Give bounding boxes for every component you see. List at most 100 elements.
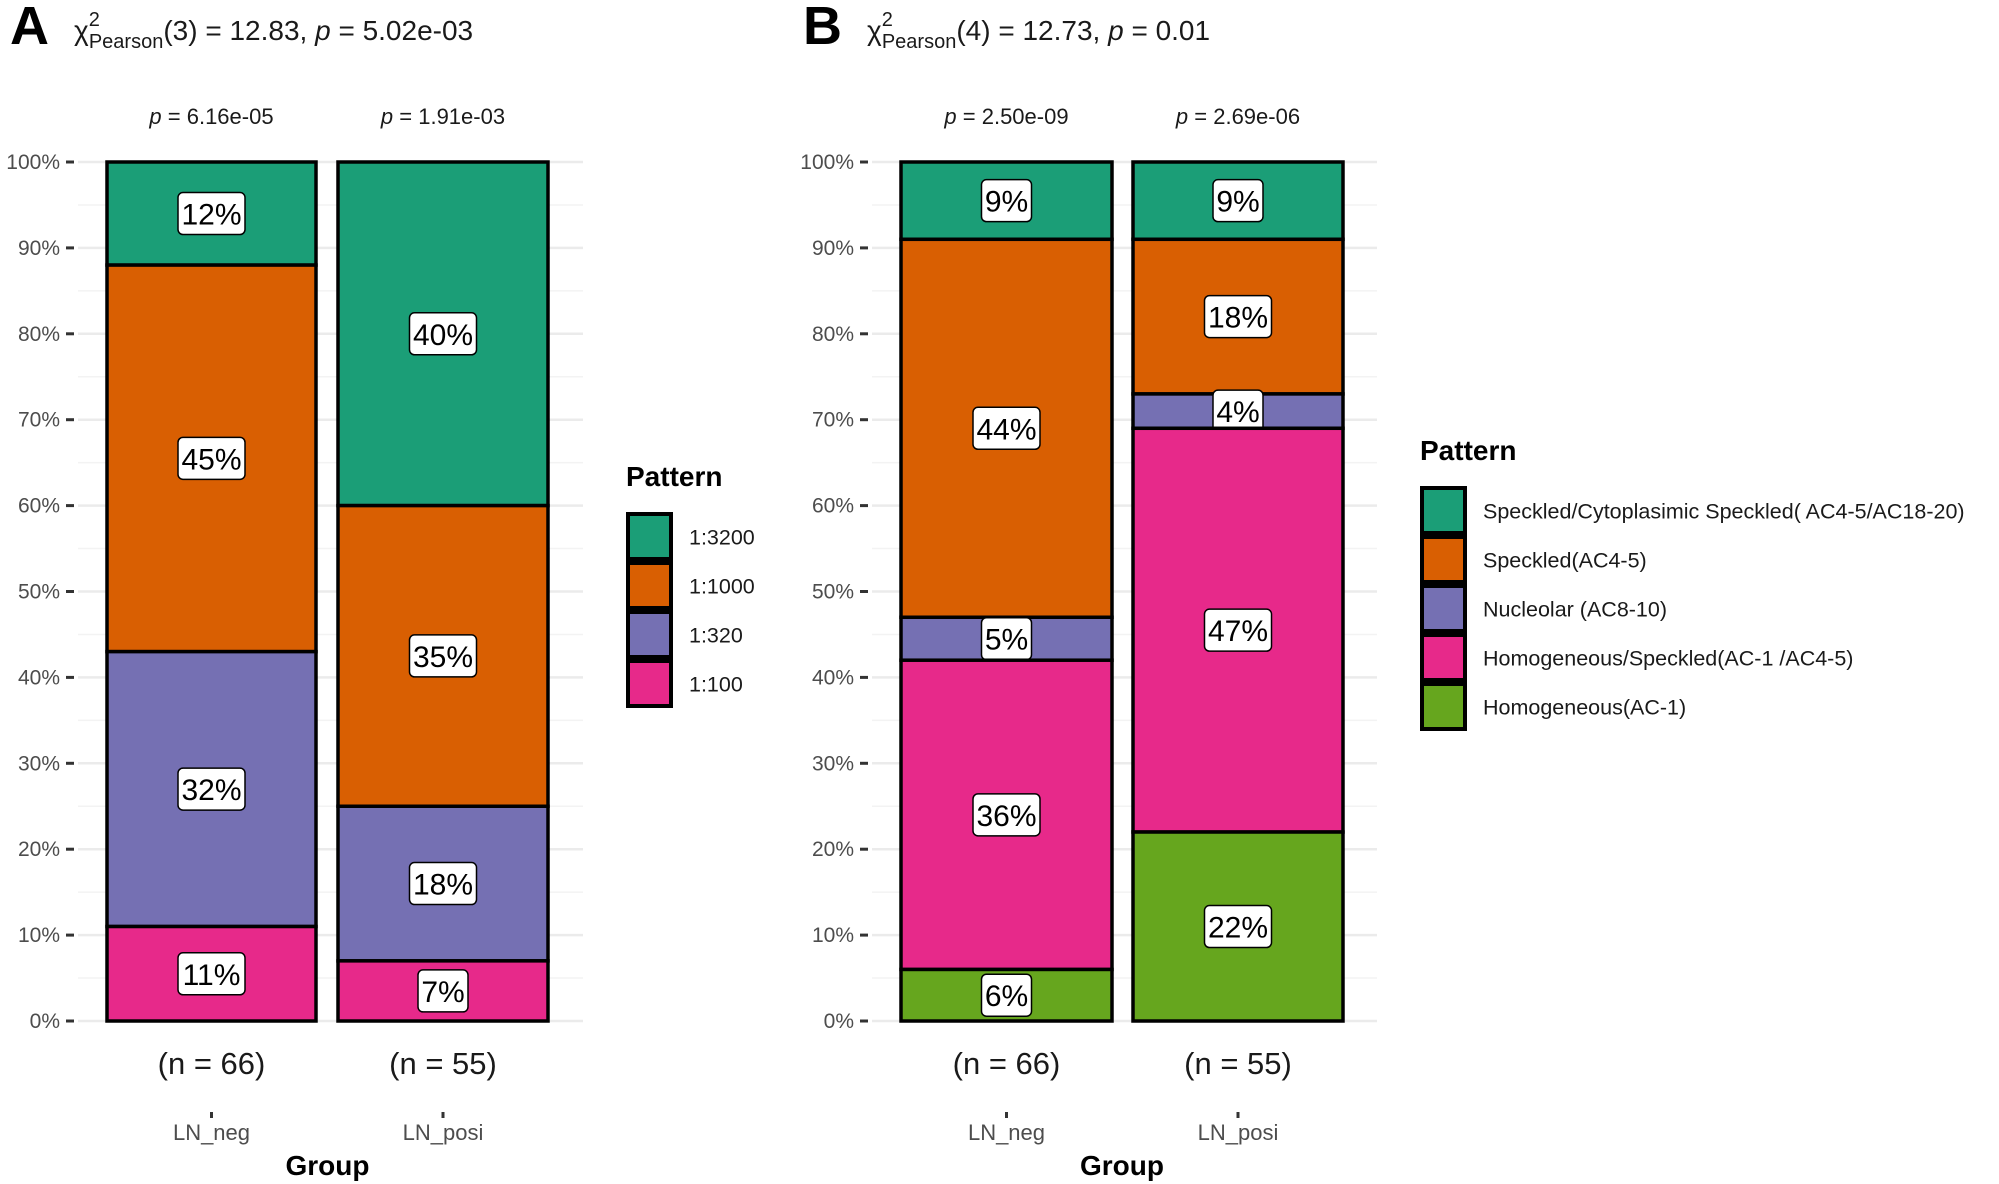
legend-swatch: [626, 561, 673, 610]
legend-swatch: [626, 659, 673, 708]
data-label-box: [177, 952, 246, 996]
data-label-box: [177, 436, 246, 481]
bar-segment: [899, 160, 1114, 242]
data-label: 12%: [181, 199, 241, 232]
data-label-box: [417, 969, 469, 1013]
y-tick-label: 20%: [812, 838, 854, 861]
chi-superscript: 2: [89, 9, 100, 31]
legend-item: Homogeneous(AC-1): [1483, 696, 1686, 720]
data-label-box: [408, 634, 478, 678]
bar-p-value: p = 6.16e-05: [148, 104, 273, 129]
subtitle-p: p: [1107, 15, 1124, 46]
n-label: (n = 55): [389, 1046, 497, 1081]
legend-item: Homogeneous/Speckled(AC-1 /AC4-5): [1483, 647, 1853, 671]
subtitle-p-value: = 5.02e-03: [331, 15, 473, 46]
data-label-box: [177, 191, 246, 236]
y-tick-label: 60%: [18, 495, 60, 518]
data-label-box: [972, 793, 1041, 837]
legend-title: Pattern: [626, 461, 722, 492]
y-tick-label: 30%: [18, 752, 60, 775]
legend-item: 1:320: [689, 624, 743, 648]
legend-swatch: [1420, 633, 1467, 682]
subtitle-p-value: = 0.01: [1124, 15, 1210, 46]
data-label-box: [1212, 178, 1264, 223]
chi-subscript: Pearson: [882, 31, 957, 53]
data-label: 7%: [421, 976, 464, 1009]
legend-item: Speckled(AC4-5): [1483, 549, 1647, 573]
p-value: = 2.50e-09: [957, 104, 1069, 129]
y-tick-label: 100%: [800, 151, 854, 174]
chart-subtitle: χ2 Pearson(4) = 12.73, p = 0.01: [867, 9, 1210, 53]
y-tick-label: 70%: [812, 409, 854, 432]
legend-item: 1:3200: [689, 526, 755, 550]
x-tick-label: LN_posi: [1198, 1120, 1279, 1145]
legend-swatch: [1420, 535, 1467, 584]
n-label: (n = 66): [158, 1046, 266, 1081]
data-label-box: [1203, 294, 1273, 339]
x-axis-title: Group: [1080, 1150, 1164, 1181]
data-label-box: [177, 767, 246, 811]
y-tick-label: 80%: [812, 323, 854, 346]
bar-segment: [1131, 830, 1345, 1023]
subtitle-stat: (3) = 12.83,: [163, 15, 315, 46]
y-tick-label: 50%: [18, 581, 60, 604]
n-label: (n = 66): [953, 1046, 1061, 1081]
y-tick-label: 60%: [812, 495, 854, 518]
legend-swatch: [626, 512, 673, 561]
bar-p-value: p = 2.69e-06: [1175, 104, 1300, 129]
chi-symbol: χ: [74, 15, 89, 46]
subtitle-stat: (4) = 12.73,: [956, 15, 1108, 46]
x-tick-label: LN_posi: [403, 1120, 484, 1145]
data-label-box: [1203, 904, 1273, 949]
y-tick-label: 40%: [812, 666, 854, 689]
data-label: 5%: [985, 624, 1028, 657]
y-tick-label: 90%: [18, 237, 60, 260]
y-tick-label: 90%: [812, 237, 854, 260]
data-label: 9%: [1216, 186, 1259, 219]
data-label: 22%: [1208, 912, 1268, 945]
n-label: (n = 55): [1184, 1046, 1292, 1081]
legend: Pattern Speckled/Cytoplasimic Speckled( A…: [1420, 435, 1965, 731]
data-label: 35%: [413, 641, 473, 674]
data-label-box: [980, 973, 1033, 1017]
data-label-box: [1203, 608, 1273, 652]
y-tick-label: 50%: [812, 581, 854, 604]
y-tick-label: 100%: [6, 151, 60, 174]
chi-symbol: χ: [867, 15, 882, 46]
data-label: 40%: [413, 319, 473, 352]
legend-swatch: [1420, 682, 1467, 731]
data-label: 18%: [1208, 302, 1268, 335]
y-tick-label: 10%: [18, 924, 60, 947]
x-tick-label: LN_neg: [968, 1120, 1045, 1145]
data-label: 44%: [976, 413, 1036, 446]
y-tick-label: 20%: [18, 838, 60, 861]
legend-item: Nucleolar (AC8-10): [1483, 598, 1667, 622]
data-label: 11%: [183, 959, 241, 992]
y-tick-label: 0%: [30, 1010, 60, 1033]
bar-p-value: p = 2.50e-09: [943, 104, 1068, 129]
p-value: = 2.69e-06: [1188, 104, 1300, 129]
y-tick-label: 0%: [824, 1010, 854, 1033]
y-tick-label: 10%: [812, 924, 854, 947]
legend-item: 1:100: [689, 673, 743, 697]
p-symbol: p: [148, 104, 161, 129]
chi-subscript: Pearson: [89, 31, 164, 53]
data-label: 4%: [1216, 396, 1259, 429]
data-label: 36%: [976, 800, 1036, 833]
data-label: 47%: [1208, 615, 1268, 648]
data-label: 32%: [181, 774, 241, 807]
data-label-box: [980, 178, 1033, 223]
data-label: 45%: [181, 443, 241, 476]
legend-swatch: [1420, 486, 1467, 535]
data-label-box: [972, 406, 1041, 451]
data-label-box: [408, 861, 478, 906]
p-symbol: p: [943, 104, 956, 129]
data-label: 9%: [985, 186, 1028, 219]
legend-item: 1:1000: [689, 575, 755, 599]
legend-title: Pattern: [1420, 435, 1516, 466]
legend-swatch: [1420, 584, 1467, 633]
y-tick-label: 70%: [18, 409, 60, 432]
